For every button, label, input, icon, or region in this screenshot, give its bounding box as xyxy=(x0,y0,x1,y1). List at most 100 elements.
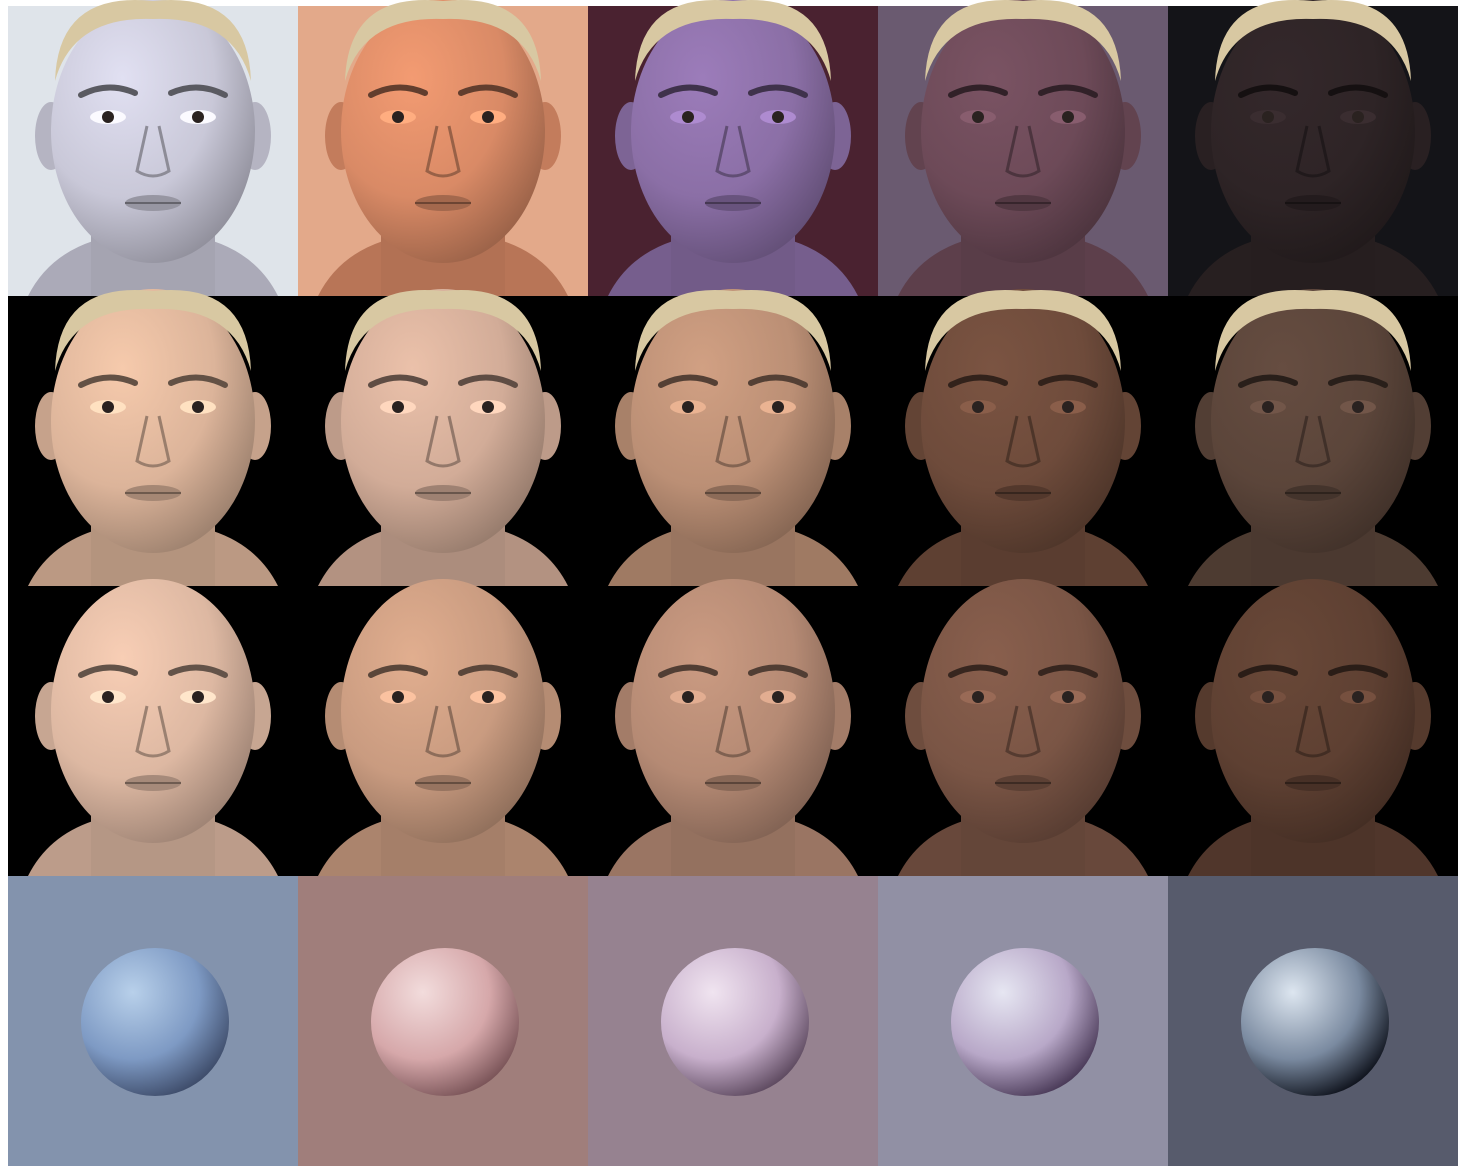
headband xyxy=(345,290,541,371)
iris xyxy=(1352,691,1364,703)
photo-cell xyxy=(8,579,298,891)
photo-cell xyxy=(298,0,588,311)
nose xyxy=(425,125,461,178)
photo-cell xyxy=(878,289,1168,601)
photo-cell xyxy=(298,289,588,601)
sphere-cell xyxy=(8,876,298,1166)
iris xyxy=(392,401,404,413)
photo-cell xyxy=(1168,289,1458,601)
headband xyxy=(635,290,831,371)
lit-sphere xyxy=(661,948,809,1096)
eyebrow xyxy=(948,84,1008,98)
nose xyxy=(425,705,461,758)
head xyxy=(921,289,1125,553)
lit-sphere xyxy=(371,948,519,1096)
iris xyxy=(772,111,784,123)
photo-cell xyxy=(588,289,878,601)
nose xyxy=(715,705,751,758)
lit-sphere xyxy=(1241,948,1389,1096)
iris xyxy=(972,111,984,123)
photo-cell xyxy=(878,579,1168,891)
eyebrow xyxy=(1038,84,1098,98)
iris xyxy=(972,401,984,413)
eyebrow xyxy=(458,664,518,678)
eyebrow xyxy=(458,84,518,98)
nose xyxy=(425,415,461,468)
headband xyxy=(345,0,541,81)
sphere-cell xyxy=(878,876,1168,1166)
lit-sphere xyxy=(81,948,229,1096)
iris xyxy=(682,691,694,703)
head xyxy=(51,579,255,843)
lit-sphere xyxy=(951,948,1099,1096)
iris xyxy=(1352,401,1364,413)
headband xyxy=(55,290,251,371)
eyebrow xyxy=(368,664,428,678)
nose xyxy=(1005,125,1041,178)
iris xyxy=(102,111,114,123)
iris xyxy=(972,691,984,703)
headband xyxy=(1215,0,1411,81)
photo-cell xyxy=(878,0,1168,311)
head xyxy=(51,0,255,263)
iris xyxy=(102,691,114,703)
iris xyxy=(192,401,204,413)
headband xyxy=(925,0,1121,81)
iris xyxy=(1262,401,1274,413)
iris xyxy=(1352,111,1364,123)
nose xyxy=(135,125,171,178)
iris xyxy=(1262,691,1274,703)
sphere-cell xyxy=(298,876,588,1166)
head xyxy=(921,579,1125,843)
iris xyxy=(482,691,494,703)
headband xyxy=(1215,290,1411,371)
photo-cell xyxy=(1168,579,1458,891)
headband xyxy=(55,0,251,81)
eyebrow xyxy=(78,374,138,388)
nose xyxy=(1295,125,1331,178)
head xyxy=(341,579,545,843)
nose xyxy=(1295,415,1331,468)
iris xyxy=(392,691,404,703)
nose xyxy=(135,415,171,468)
iris xyxy=(1262,111,1274,123)
eyebrow xyxy=(1328,374,1388,388)
eyebrow xyxy=(1038,374,1098,388)
head xyxy=(631,579,835,843)
sphere-cell xyxy=(588,876,878,1166)
head xyxy=(341,289,545,553)
iris xyxy=(682,111,694,123)
headband xyxy=(635,0,831,81)
eyebrow xyxy=(658,84,718,98)
eyebrow xyxy=(168,664,228,678)
iris xyxy=(482,111,494,123)
nose xyxy=(1005,415,1041,468)
head xyxy=(1211,0,1415,263)
eyebrow xyxy=(748,374,808,388)
eyebrow xyxy=(368,84,428,98)
nose xyxy=(1005,705,1041,758)
eyebrow xyxy=(78,664,138,678)
head xyxy=(631,0,835,263)
iris xyxy=(1062,401,1074,413)
photo-cell xyxy=(1168,0,1458,311)
nose xyxy=(135,705,171,758)
iris xyxy=(772,401,784,413)
eyebrow xyxy=(748,84,808,98)
eyebrow xyxy=(1238,374,1298,388)
iris xyxy=(682,401,694,413)
photo-cell xyxy=(8,0,298,311)
nose xyxy=(1295,705,1331,758)
eyebrow xyxy=(658,374,718,388)
eyebrow xyxy=(368,374,428,388)
photo-cell xyxy=(588,579,878,891)
iris xyxy=(192,111,204,123)
head xyxy=(921,0,1125,263)
eyebrow xyxy=(1038,664,1098,678)
eyebrow xyxy=(948,664,1008,678)
head xyxy=(51,289,255,553)
eyebrow xyxy=(1328,84,1388,98)
eyebrow xyxy=(748,664,808,678)
